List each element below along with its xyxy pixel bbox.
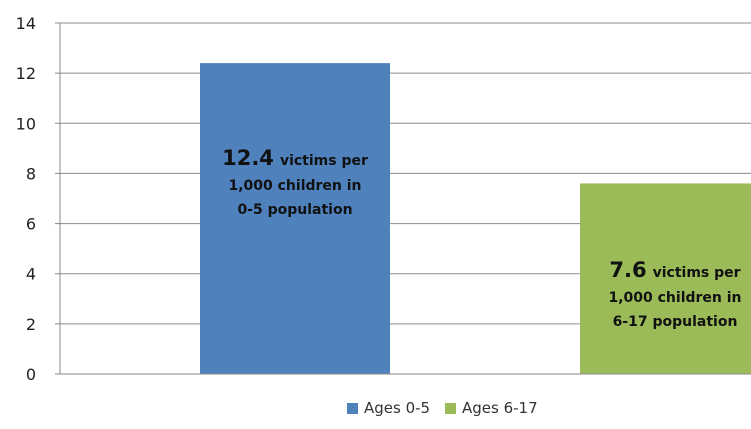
data-label-text: victims per bbox=[653, 265, 741, 281]
y-tick-label: 12 bbox=[16, 64, 36, 83]
bars bbox=[200, 63, 751, 374]
data-label-value: 12.4 bbox=[222, 146, 274, 170]
legend: Ages 0-5 Ages 6-17 bbox=[347, 399, 538, 417]
bar-ages-6-17 bbox=[580, 183, 751, 374]
legend-swatch bbox=[347, 403, 358, 414]
gridlines bbox=[60, 22, 751, 325]
bar-ages-0-5 bbox=[200, 63, 390, 374]
data-label-line1: 7.6 victims per bbox=[609, 258, 740, 282]
y-tick-label: 10 bbox=[16, 114, 36, 133]
legend-label: Ages 6-17 bbox=[462, 399, 538, 417]
data-label-line2: 1,000 children in bbox=[228, 178, 361, 194]
data-label-value: 7.6 bbox=[609, 258, 646, 282]
data-label-line3: 6-17 population bbox=[613, 314, 738, 330]
data-label-line2: 1,000 children in bbox=[608, 290, 741, 306]
legend-swatch bbox=[445, 403, 456, 414]
legend-label: Ages 0-5 bbox=[364, 399, 430, 417]
y-tick-label: 2 bbox=[26, 315, 36, 334]
y-tick-label: 6 bbox=[26, 215, 36, 234]
y-tick-label: 0 bbox=[26, 365, 36, 384]
data-label-text: victims per bbox=[280, 153, 368, 169]
y-tick-label: 8 bbox=[26, 164, 36, 183]
y-tick-label: 4 bbox=[26, 265, 36, 284]
y-axis-ticks: 0 2 4 6 8 10 12 14 bbox=[16, 14, 60, 384]
data-label-line1: 12.4 victims per bbox=[222, 146, 368, 170]
data-label-line3: 0-5 population bbox=[237, 202, 352, 218]
y-tick-label: 14 bbox=[16, 14, 36, 33]
bar-data-labels: 12.4 victims per 1,000 children in 0-5 popu… bbox=[222, 146, 741, 330]
